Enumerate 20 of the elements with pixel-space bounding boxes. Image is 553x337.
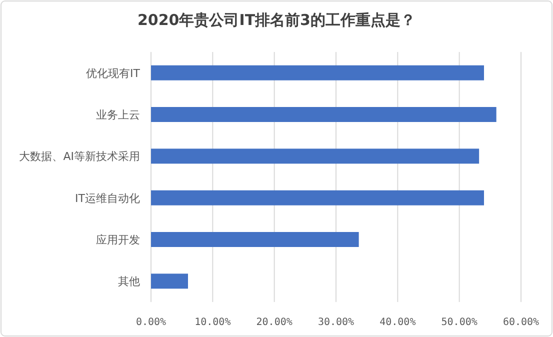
y-tick-label: 其他	[118, 275, 140, 288]
bar	[151, 65, 484, 80]
y-tick-label: IT运维自动化	[75, 192, 140, 205]
y-tick-label: 业务上云	[96, 108, 140, 122]
bar	[151, 107, 496, 122]
y-tick-label: 大数据、AI等新技术采用	[19, 150, 140, 164]
x-tick-label: 40.00%	[380, 317, 416, 328]
bar	[151, 232, 359, 247]
x-tick-label: 60.00%	[502, 317, 540, 328]
x-tick-label: 0.00%	[136, 317, 166, 328]
x-tick-label: 50.00%	[441, 317, 478, 328]
chart-title: 2020年贵公司IT排名前3的工作重点是？	[138, 11, 416, 29]
bar	[151, 148, 480, 164]
bar	[151, 274, 188, 289]
x-tick-label: 10.00%	[194, 317, 231, 328]
x-tick-label: 30.00%	[318, 317, 354, 328]
y-tick-label: 优化现有IT	[86, 66, 140, 80]
bar	[151, 190, 484, 206]
x-tick-label: 20.00%	[256, 317, 292, 328]
y-tick-label: 应用开发	[96, 234, 140, 246]
